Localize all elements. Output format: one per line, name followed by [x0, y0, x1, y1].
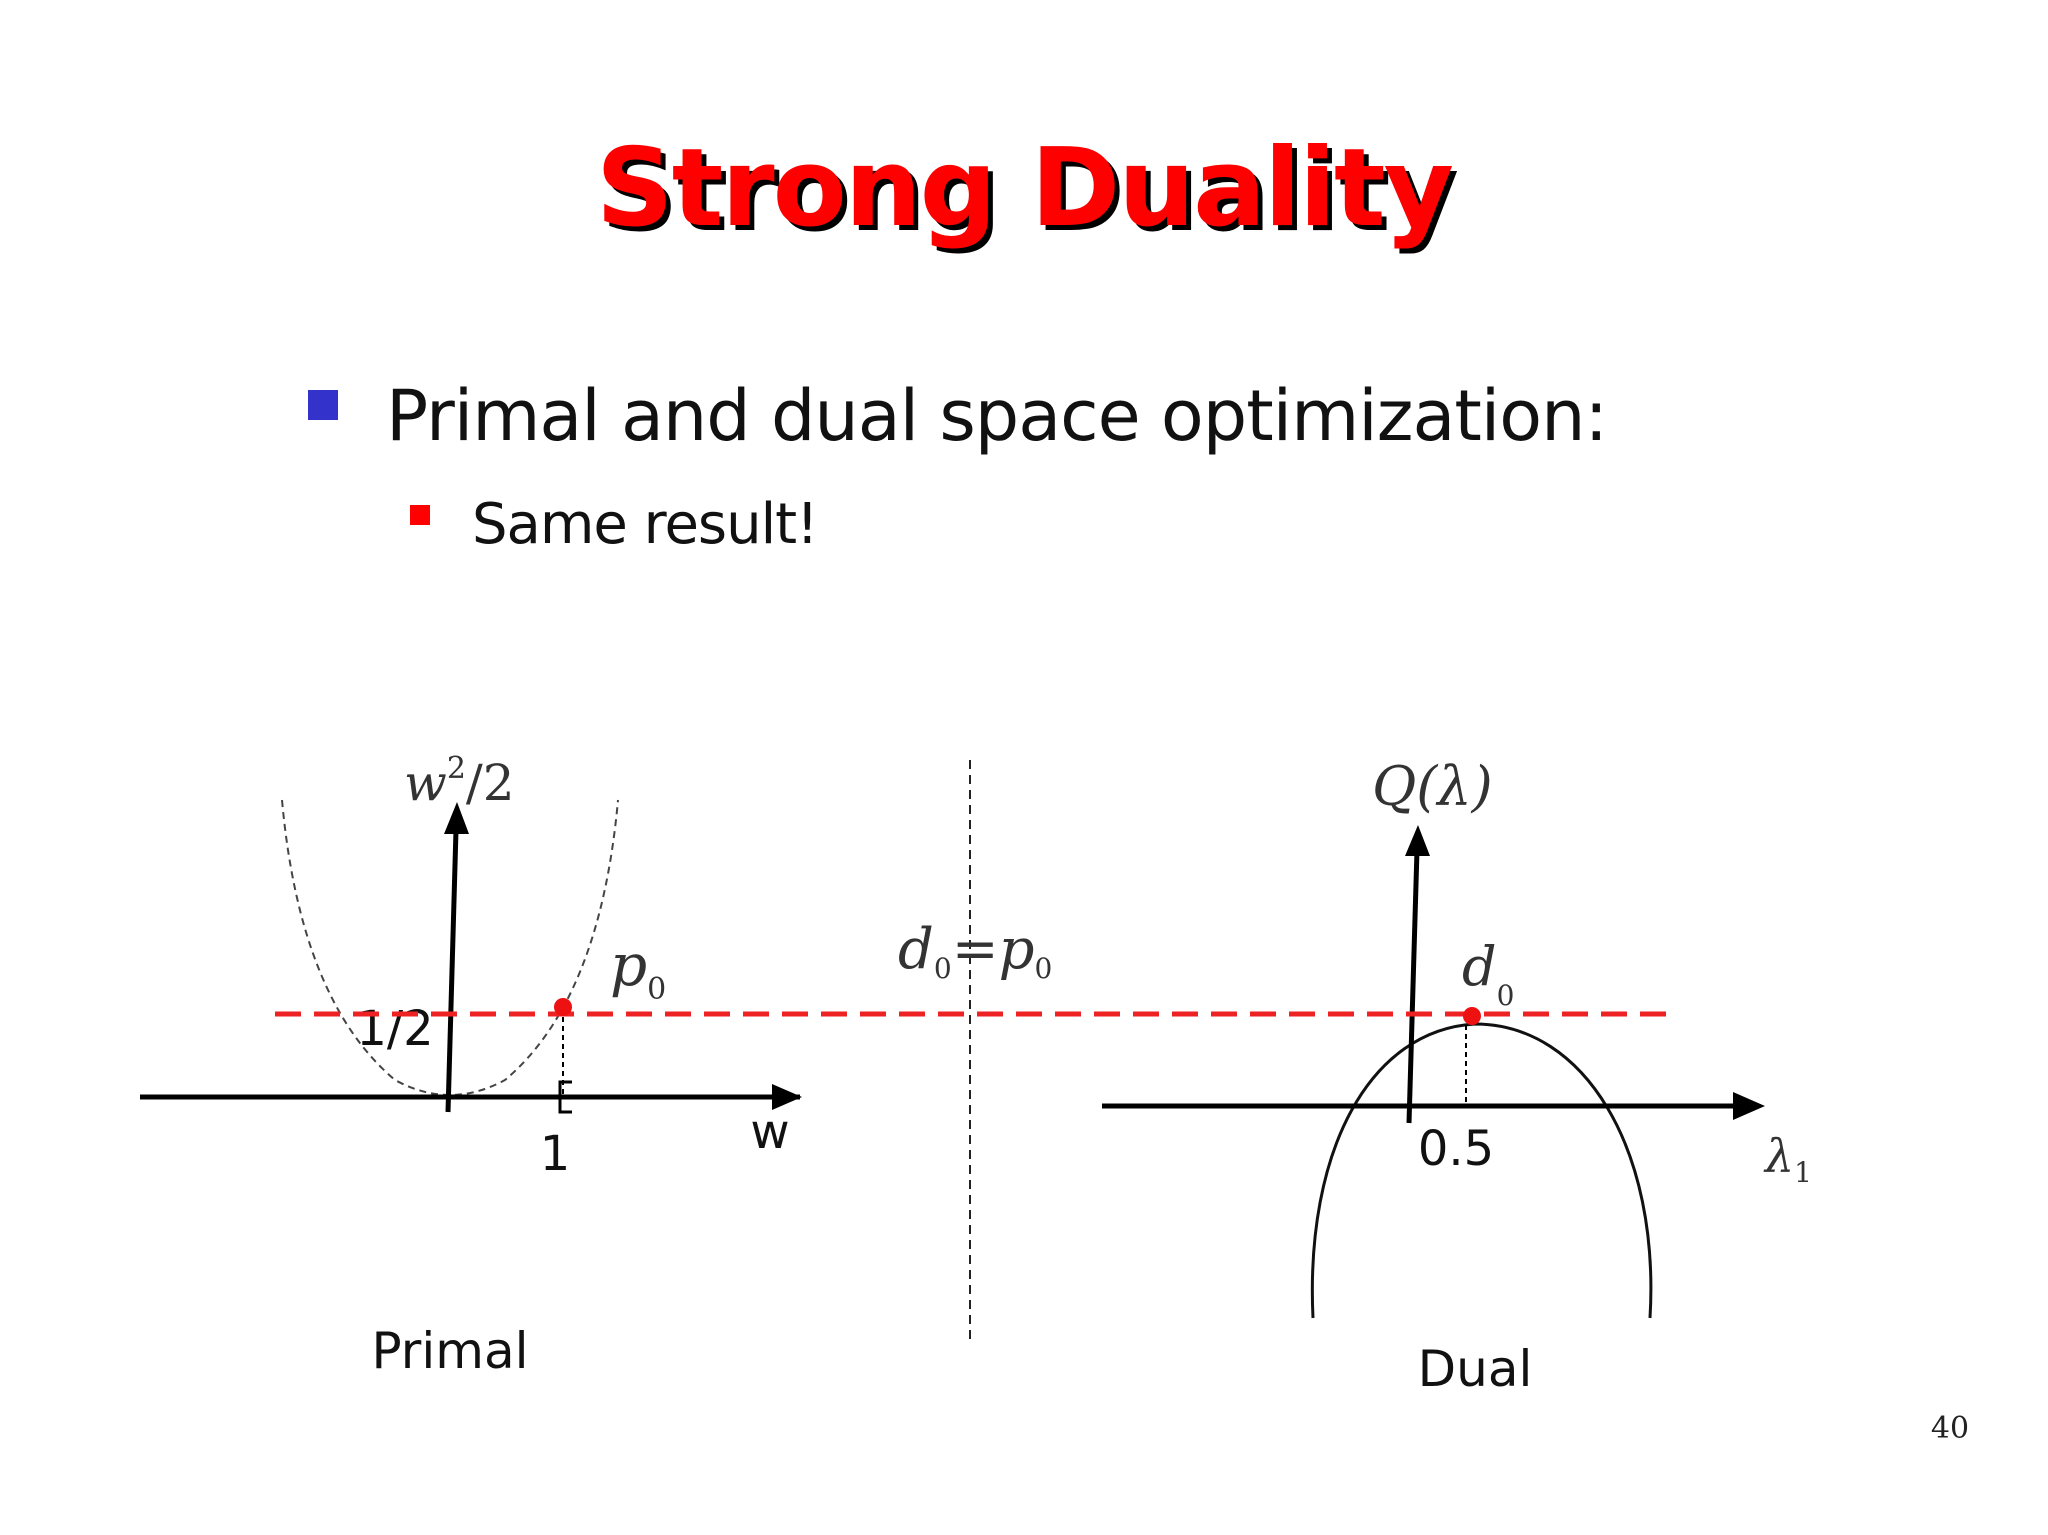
- primal-point-label-sub: 0: [647, 972, 666, 1007]
- primal-tick-1-label: 1: [540, 1126, 571, 1182]
- dual-caption: Dual: [1418, 1340, 1533, 1398]
- dual-x-label-sub: 1: [1794, 1156, 1812, 1189]
- dual-tick-label: 0.5: [1418, 1121, 1494, 1177]
- equality-label: d0=p0: [898, 917, 1052, 985]
- bullet-text-level2: Same result!: [472, 492, 819, 557]
- primal-y-arrowhead: [444, 802, 469, 834]
- primal-y-label-sup: 2: [447, 751, 466, 786]
- dual-x-axis-label: λ1: [1763, 1129, 1812, 1189]
- slide-title: Strong Duality: [595, 126, 1454, 251]
- center-divider: d0=p0: [898, 760, 1052, 1345]
- dual-y-arrowhead: [1405, 825, 1430, 856]
- primal-caption: Primal: [372, 1322, 529, 1380]
- primal-x-arrowhead: [772, 1084, 802, 1110]
- primal-x-axis-label: w: [750, 1104, 789, 1160]
- primal-optimum-point: [554, 998, 572, 1016]
- primal-parabola: [281, 799, 619, 1096]
- bullet-primal-dual: Primal and dual space optimization:: [308, 375, 1608, 457]
- eq-left-base: d: [898, 917, 934, 982]
- dual-point-label-sub: 0: [1497, 979, 1515, 1012]
- page-number: 40: [1931, 1411, 1969, 1446]
- eq-right-base: p: [999, 917, 1035, 982]
- dual-point-label: d0: [1462, 935, 1514, 1012]
- eq-right-sub: 0: [1034, 952, 1052, 985]
- dual-y-axis-label: Q(λ): [1372, 755, 1493, 818]
- dual-point-label-base: d: [1462, 935, 1497, 998]
- primal-plot: 1 1/2 w w2/2 p0 Primal: [140, 751, 802, 1380]
- primal-tick-1: [558, 1080, 572, 1114]
- bullet-square-blue: [308, 390, 338, 420]
- dual-plot: 0.5 Q(λ) λ1 d0 Dual: [1102, 755, 1812, 1398]
- eq-sign: =: [952, 917, 999, 982]
- dual-y-axis: [1406, 849, 1420, 1124]
- primal-y-axis-label: w2/2: [404, 751, 515, 812]
- bullet-square-red: [410, 504, 430, 525]
- dual-x-label-base: λ: [1763, 1129, 1794, 1183]
- bullet-text-level1: Primal and dual space optimization:: [386, 375, 1608, 457]
- eq-left-sub: 0: [934, 952, 952, 985]
- primal-tick-half-label: 1/2: [356, 1001, 433, 1057]
- primal-y-label-rest: /2: [466, 754, 515, 812]
- primal-y-axis: [445, 829, 459, 1113]
- dual-optimum-point: [1463, 1007, 1481, 1025]
- primal-y-label-base: w: [404, 754, 447, 812]
- primal-point-label: p0: [610, 931, 666, 1007]
- dual-x-arrowhead: [1733, 1092, 1765, 1120]
- bullet-same-result: Same result!: [410, 492, 819, 557]
- primal-point-label-base: p: [610, 931, 647, 999]
